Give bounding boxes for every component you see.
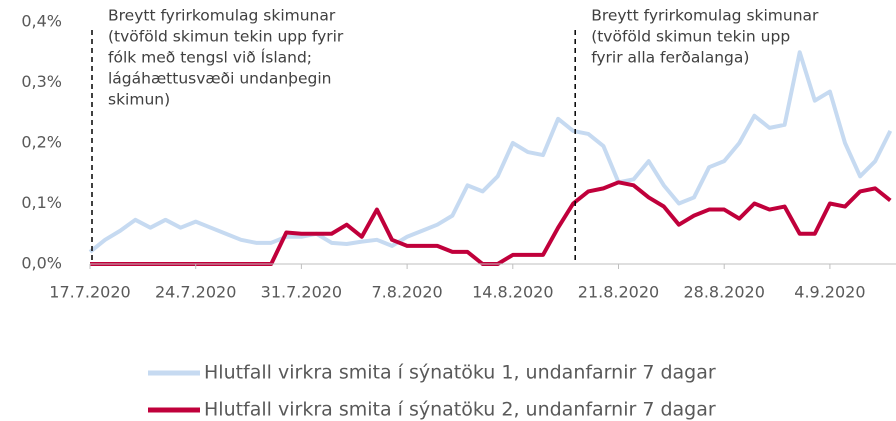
annotation-text: fólk með tengsl við Ísland; — [108, 48, 312, 67]
x-tick-label: 4.9.2020 — [794, 283, 865, 302]
annotation-text: Breytt fyrirkomulag skimunar — [108, 7, 336, 25]
annotation-text: (tvöföld skimun tekin upp — [591, 28, 790, 46]
legend-label: Hlutfall virkra smita í sýnatöku 2, unda… — [204, 399, 716, 421]
y-tick-label: 0,3% — [21, 72, 62, 91]
x-tick-label: 7.8.2020 — [371, 283, 442, 302]
annotation-text: lágáhættusvæði undanþegin — [108, 70, 332, 88]
x-tick-label: 21.8.2020 — [578, 283, 659, 302]
series-line — [88, 50, 893, 254]
y-tick-label: 0,1% — [21, 193, 62, 212]
legend-label: Hlutfall virkra smita í sýnatöku 1, unda… — [204, 362, 716, 384]
x-tick-label: 31.7.2020 — [261, 283, 342, 302]
y-tick-label: 0,0% — [21, 254, 62, 273]
x-tick-label: 17.7.2020 — [49, 283, 130, 302]
series-line — [90, 180, 892, 266]
annotation-text: Breytt fyrirkomulag skimunar — [591, 7, 819, 25]
y-tick-label: 0,2% — [21, 133, 62, 152]
x-tick-label: 28.8.2020 — [683, 283, 764, 302]
y-tick-label: 0,4% — [21, 12, 62, 31]
annotation-text: skimun) — [108, 91, 170, 109]
annotation-text: fyrir alla ferðalanga) — [591, 49, 749, 67]
annotation-text: (tvöföld skimun tekin upp fyrir — [108, 28, 344, 46]
x-tick-label: 14.8.2020 — [472, 283, 553, 302]
x-tick-label: 24.7.2020 — [155, 283, 236, 302]
